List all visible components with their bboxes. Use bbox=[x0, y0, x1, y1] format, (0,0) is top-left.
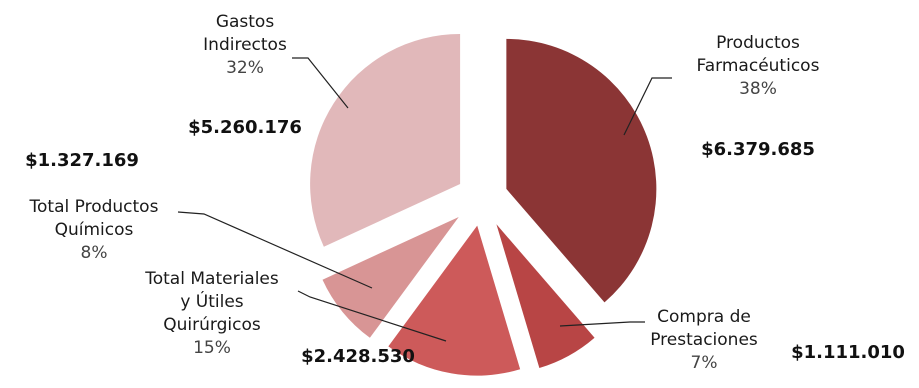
pie-slice-materiales-utiles-quirurgicos bbox=[388, 225, 521, 376]
leader-line-gastos-indirectos bbox=[292, 57, 349, 109]
percent-label-productos-farmaceuticos: 38% bbox=[739, 79, 777, 99]
leader-line-productos-farmaceuticos bbox=[623, 77, 672, 136]
percent-label-compra-de-prestaciones: 7% bbox=[691, 353, 718, 373]
pie-slice-gastos-indirectos bbox=[310, 33, 461, 247]
category-label-materiales-utiles-quirurgicos: y Útiles bbox=[180, 290, 243, 312]
pie-slice-productos-quimicos bbox=[322, 216, 459, 338]
category-label-productos-farmaceuticos: Farmacéuticos bbox=[697, 56, 820, 76]
percent-label-productos-quimicos: 8% bbox=[81, 243, 108, 263]
percent-label-materiales-utiles-quirurgicos: 15% bbox=[193, 338, 231, 358]
pie-slices bbox=[310, 33, 657, 376]
category-label-materiales-utiles-quirurgicos: Total Materiales bbox=[144, 269, 279, 289]
value-label-productos-farmaceuticos: $6.379.685 bbox=[701, 139, 815, 160]
slice-labels: Productos Farmacéuticos 38% $6.379.685 Compr… bbox=[25, 12, 905, 373]
category-label-compra-de-prestaciones: Prestaciones bbox=[650, 330, 758, 350]
leader-line-productos-quimicos bbox=[177, 211, 373, 289]
category-label-compra-de-prestaciones: Compra de bbox=[657, 307, 751, 327]
pie-slice-productos-farmaceuticos bbox=[506, 38, 657, 303]
leader-lines bbox=[177, 57, 672, 342]
category-label-productos-farmaceuticos: Productos bbox=[716, 33, 800, 53]
category-label-productos-quimicos: Químicos bbox=[55, 220, 134, 240]
pie-slice-compra-de-prestaciones bbox=[496, 224, 595, 369]
value-label-productos-quimicos: $1.327.169 bbox=[25, 150, 139, 171]
leader-line-materiales-utiles-quirurgicos bbox=[297, 290, 447, 342]
category-label-materiales-utiles-quirurgicos: Quirúrgicos bbox=[163, 315, 261, 335]
value-label-compra-de-prestaciones: $1.111.010 bbox=[791, 342, 905, 363]
category-label-gastos-indirectos: Indirectos bbox=[203, 35, 287, 55]
percent-label-gastos-indirectos: 32% bbox=[226, 58, 264, 78]
leader-line-compra-de-prestaciones bbox=[559, 321, 645, 327]
category-label-gastos-indirectos: Gastos bbox=[216, 12, 275, 32]
value-label-materiales-utiles-quirurgicos: $2.428.530 bbox=[301, 346, 415, 367]
value-label-gastos-indirectos: $5.260.176 bbox=[188, 117, 302, 138]
category-label-productos-quimicos: Total Productos bbox=[29, 197, 159, 217]
